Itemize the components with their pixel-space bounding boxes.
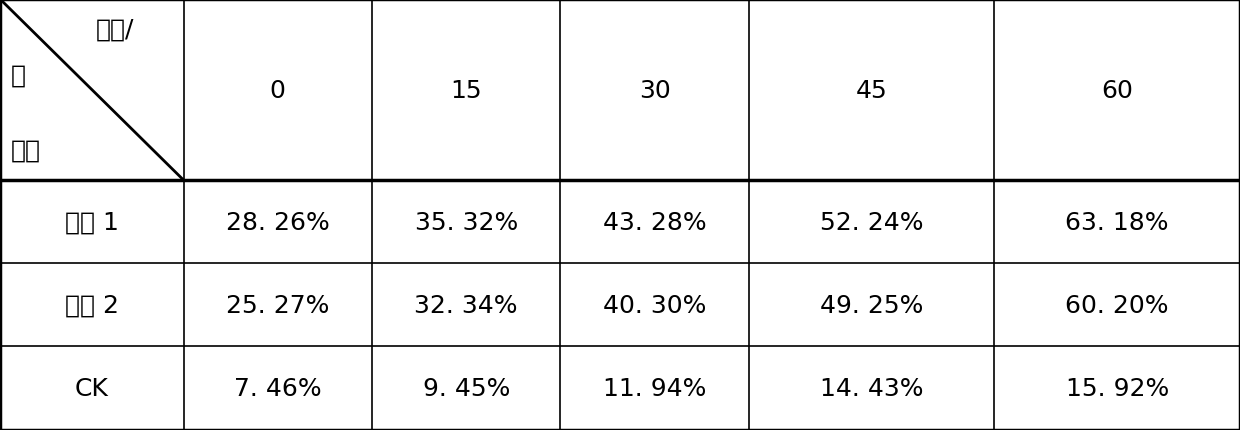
Text: 9. 45%: 9. 45% (423, 376, 510, 400)
Text: 14. 43%: 14. 43% (820, 376, 924, 400)
Text: 7. 46%: 7. 46% (234, 376, 321, 400)
Text: 45: 45 (856, 78, 888, 102)
Text: 0: 0 (270, 78, 285, 102)
Text: 52. 24%: 52. 24% (820, 210, 924, 234)
Text: 60: 60 (1101, 78, 1133, 102)
Text: 40. 30%: 40. 30% (603, 293, 707, 317)
Text: 60. 20%: 60. 20% (1065, 293, 1169, 317)
Text: 天: 天 (11, 64, 26, 88)
Text: 15. 92%: 15. 92% (1065, 376, 1169, 400)
Text: 35. 32%: 35. 32% (414, 210, 518, 234)
Text: 43. 28%: 43. 28% (603, 210, 707, 234)
Text: 处理 2: 处理 2 (64, 293, 119, 317)
Text: 时间/: 时间/ (95, 18, 134, 42)
Text: 30: 30 (639, 78, 671, 102)
Text: 处理 1: 处理 1 (64, 210, 119, 234)
Text: 25. 27%: 25. 27% (226, 293, 330, 317)
Text: 32. 34%: 32. 34% (414, 293, 518, 317)
Text: 28. 26%: 28. 26% (226, 210, 330, 234)
Text: 63. 18%: 63. 18% (1065, 210, 1169, 234)
Text: CK: CK (74, 376, 109, 400)
Text: 处理: 处理 (11, 138, 41, 163)
Text: 11. 94%: 11. 94% (603, 376, 707, 400)
Text: 49. 25%: 49. 25% (820, 293, 924, 317)
Text: 15: 15 (450, 78, 482, 102)
